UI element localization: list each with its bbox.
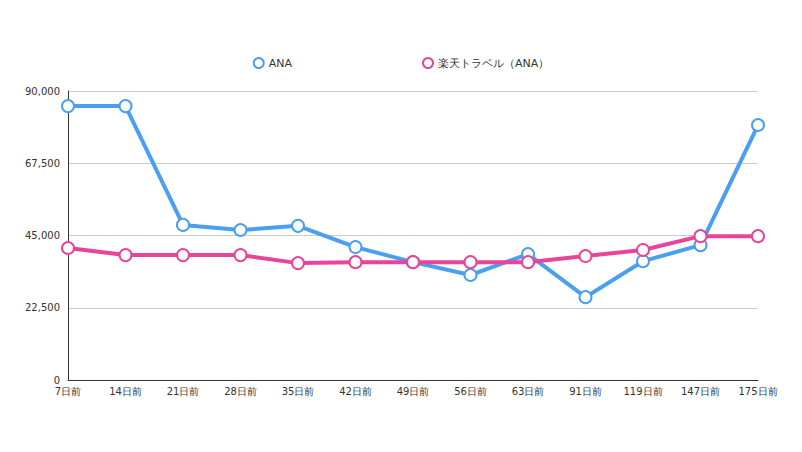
svg-text:28日前: 28日前	[224, 386, 257, 397]
svg-text:45,000: 45,000	[25, 230, 60, 241]
svg-text:67,500: 67,500	[25, 158, 60, 169]
svg-text:21日前: 21日前	[167, 386, 200, 397]
svg-text:35日前: 35日前	[282, 386, 315, 397]
svg-text:56日前: 56日前	[454, 386, 487, 397]
svg-text:175日前: 175日前	[738, 386, 777, 397]
svg-text:楽天トラベル（ANA）: 楽天トラベル（ANA）	[438, 57, 549, 70]
svg-text:22,500: 22,500	[25, 302, 60, 313]
svg-text:14日前: 14日前	[109, 386, 142, 397]
svg-text:49日前: 49日前	[397, 386, 430, 397]
svg-text:42日前: 42日前	[339, 386, 372, 397]
svg-text:ANA: ANA	[269, 57, 293, 70]
svg-text:90,000: 90,000	[25, 86, 60, 97]
svg-text:119日前: 119日前	[623, 386, 662, 397]
svg-text:0: 0	[54, 375, 60, 386]
svg-text:63日前: 63日前	[512, 386, 545, 397]
svg-text:7日前: 7日前	[55, 386, 81, 397]
svg-text:147日前: 147日前	[681, 386, 720, 397]
svg-text:91日前: 91日前	[569, 386, 602, 397]
